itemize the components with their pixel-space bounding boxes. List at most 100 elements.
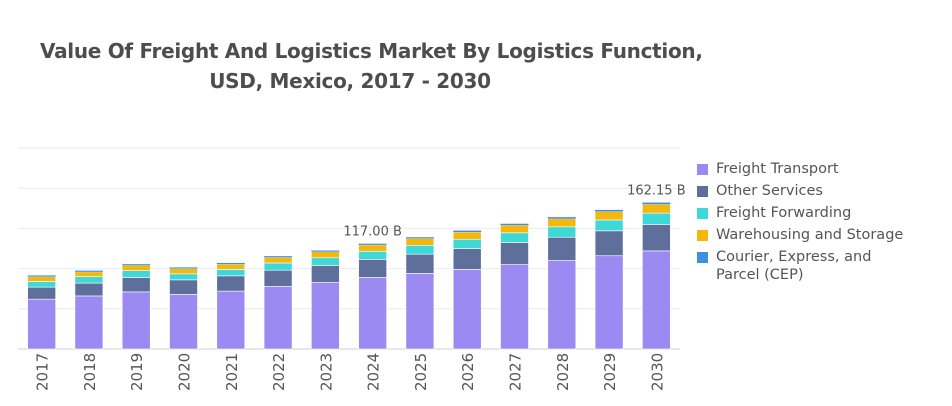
x-tick-label-2025: 2025 xyxy=(412,353,430,391)
bar-segment-freight-forwarding-2018 xyxy=(74,276,104,284)
bar-segment-other-services-2022 xyxy=(263,269,293,287)
bar-segment-warehousing-and-storage-2021 xyxy=(216,263,246,270)
bar-segment-freight-transport-2024 xyxy=(358,277,387,350)
bar-segment-freight-forwarding-2019 xyxy=(121,270,151,278)
bar-segment-freight-transport-2026 xyxy=(452,269,482,350)
bar-segment-warehousing-and-storage-2029 xyxy=(594,211,624,221)
x-tick-label-2029: 2029 xyxy=(601,353,619,391)
bar-segment-freight-transport-2025 xyxy=(405,273,435,350)
bar-segment-freight-forwarding-2020 xyxy=(169,273,198,281)
legend-swatch xyxy=(697,164,708,175)
bar-segment-other-services-2030 xyxy=(642,224,671,252)
bar-segment-freight-forwarding-2026 xyxy=(452,238,482,249)
legend-label: Freight Transport xyxy=(716,161,839,177)
data-label-2024: 117.00 B xyxy=(343,225,402,240)
bar-segment-freight-transport-2028 xyxy=(547,260,577,350)
bar-segment-courier-express-and-parcel-cep--2022 xyxy=(264,256,293,258)
bar-segment-courier-express-and-parcel-cep--2017 xyxy=(27,275,56,277)
bar-segment-freight-transport-2029 xyxy=(594,255,624,350)
legend-swatch xyxy=(697,252,708,263)
data-label-2030: 162.15 B xyxy=(627,184,686,199)
x-tick-label-2024: 2024 xyxy=(365,353,383,391)
bar-segment-other-services-2027 xyxy=(500,242,529,265)
x-tick-label-2017: 2017 xyxy=(34,353,52,391)
x-tick-label-2021: 2021 xyxy=(223,353,241,391)
legend-swatch xyxy=(697,230,708,241)
bar-segment-freight-forwarding-2027 xyxy=(500,232,529,243)
legend-item[interactable]: Freight Transport xyxy=(697,160,917,178)
bar-segment-freight-forwarding-2028 xyxy=(547,226,577,238)
legend-swatch xyxy=(697,186,708,197)
x-tick-label-2026: 2026 xyxy=(459,353,477,391)
bar-segment-courier-express-and-parcel-cep--2023 xyxy=(311,250,340,252)
bar-segment-freight-transport-2027 xyxy=(500,264,529,350)
bar-segment-warehousing-and-storage-2028 xyxy=(547,218,577,228)
bar-segment-warehousing-and-storage-2023 xyxy=(311,251,340,259)
bar-segment-warehousing-and-storage-2026 xyxy=(452,231,482,240)
x-tick-label-2018: 2018 xyxy=(81,353,99,391)
legend-item[interactable]: Freight Forwarding xyxy=(697,204,917,222)
bar-segment-warehousing-and-storage-2025 xyxy=(405,238,435,246)
bar-segment-warehousing-and-storage-2017 xyxy=(27,276,56,282)
bar-segment-freight-forwarding-2030 xyxy=(642,212,671,225)
legend-item[interactable]: Other Services xyxy=(697,182,917,200)
bar-segment-other-services-2020 xyxy=(169,279,198,295)
bar-segment-freight-transport-2030 xyxy=(642,250,671,350)
chart-legend: Freight Transport Other Services Freight F… xyxy=(697,160,917,288)
bar-segment-freight-transport-2018 xyxy=(74,295,104,350)
bar-segment-freight-transport-2020 xyxy=(169,294,198,350)
bar-segment-freight-forwarding-2025 xyxy=(405,244,435,255)
bar-segment-warehousing-and-storage-2020 xyxy=(169,268,198,275)
legend-item[interactable]: Warehousing and Storage xyxy=(697,226,917,244)
bar-segment-other-services-2021 xyxy=(216,275,246,292)
bar-segment-courier-express-and-parcel-cep--2028 xyxy=(547,217,576,219)
bar-segment-other-services-2029 xyxy=(594,230,624,257)
bar-segment-courier-express-and-parcel-cep--2027 xyxy=(500,223,529,226)
bar-segment-freight-forwarding-2029 xyxy=(594,219,624,232)
bar-segment-warehousing-and-storage-2024 xyxy=(358,244,387,252)
bar-segment-other-services-2018 xyxy=(74,282,104,297)
bar-segment-warehousing-and-storage-2030 xyxy=(642,203,671,214)
bar-segment-freight-transport-2019 xyxy=(121,291,151,350)
legend-swatch xyxy=(697,208,708,219)
bar-segment-freight-forwarding-2024 xyxy=(358,251,387,260)
x-tick-label-2027: 2027 xyxy=(507,353,525,391)
bar-segment-other-services-2019 xyxy=(121,277,151,293)
bar-segment-other-services-2025 xyxy=(405,253,435,274)
bar-segment-courier-express-and-parcel-cep--2029 xyxy=(595,209,624,212)
bar-segment-freight-forwarding-2017 xyxy=(27,281,56,288)
bar-segment-courier-express-and-parcel-cep--2030 xyxy=(642,202,671,205)
x-tick-label-2022: 2022 xyxy=(270,353,288,391)
bar-segment-freight-forwarding-2023 xyxy=(311,257,340,266)
bar-segment-courier-express-and-parcel-cep--2026 xyxy=(453,230,482,233)
bar-segment-other-services-2017 xyxy=(27,286,56,300)
bar-segment-courier-express-and-parcel-cep--2020 xyxy=(169,267,198,269)
bar-segment-courier-express-and-parcel-cep--2024 xyxy=(358,243,387,245)
chart-title-line-2: USD, Mexico, 2017 - 2030 xyxy=(209,69,491,93)
bar-segment-freight-transport-2017 xyxy=(27,298,56,350)
bar-segment-warehousing-and-storage-2019 xyxy=(121,265,151,271)
x-tick-label-2023: 2023 xyxy=(317,353,335,391)
legend-label: Courier, Express, and Parcel (CEP) xyxy=(716,249,872,283)
bar-segment-courier-express-and-parcel-cep--2021 xyxy=(216,262,245,265)
x-tick-label-2020: 2020 xyxy=(176,353,194,391)
chart-title-line-1: Value Of Freight And Logistics Market By… xyxy=(40,39,703,63)
x-tick-label-2030: 2030 xyxy=(648,353,666,391)
legend-label: Warehousing and Storage xyxy=(716,227,904,243)
bar-segment-warehousing-and-storage-2018 xyxy=(74,271,104,277)
bar-segment-other-services-2024 xyxy=(358,259,387,278)
bar-segment-courier-express-and-parcel-cep--2019 xyxy=(122,264,151,266)
bar-segment-courier-express-and-parcel-cep--2018 xyxy=(74,270,103,272)
bar-segment-warehousing-and-storage-2027 xyxy=(500,224,529,234)
legend-item[interactable]: Courier, Express, and Parcel (CEP) xyxy=(697,248,917,284)
bar-segment-courier-express-and-parcel-cep--2025 xyxy=(405,237,434,239)
bar-segment-freight-transport-2022 xyxy=(263,285,293,350)
bar-segment-freight-forwarding-2022 xyxy=(263,262,293,271)
bar-segment-freight-transport-2021 xyxy=(216,290,246,350)
legend-label: Freight Forwarding xyxy=(716,205,852,221)
bar-segment-other-services-2028 xyxy=(547,236,577,261)
bar-segment-warehousing-and-storage-2022 xyxy=(263,257,293,264)
chart-title: Value Of Freight And Logistics Market By… xyxy=(40,36,703,96)
